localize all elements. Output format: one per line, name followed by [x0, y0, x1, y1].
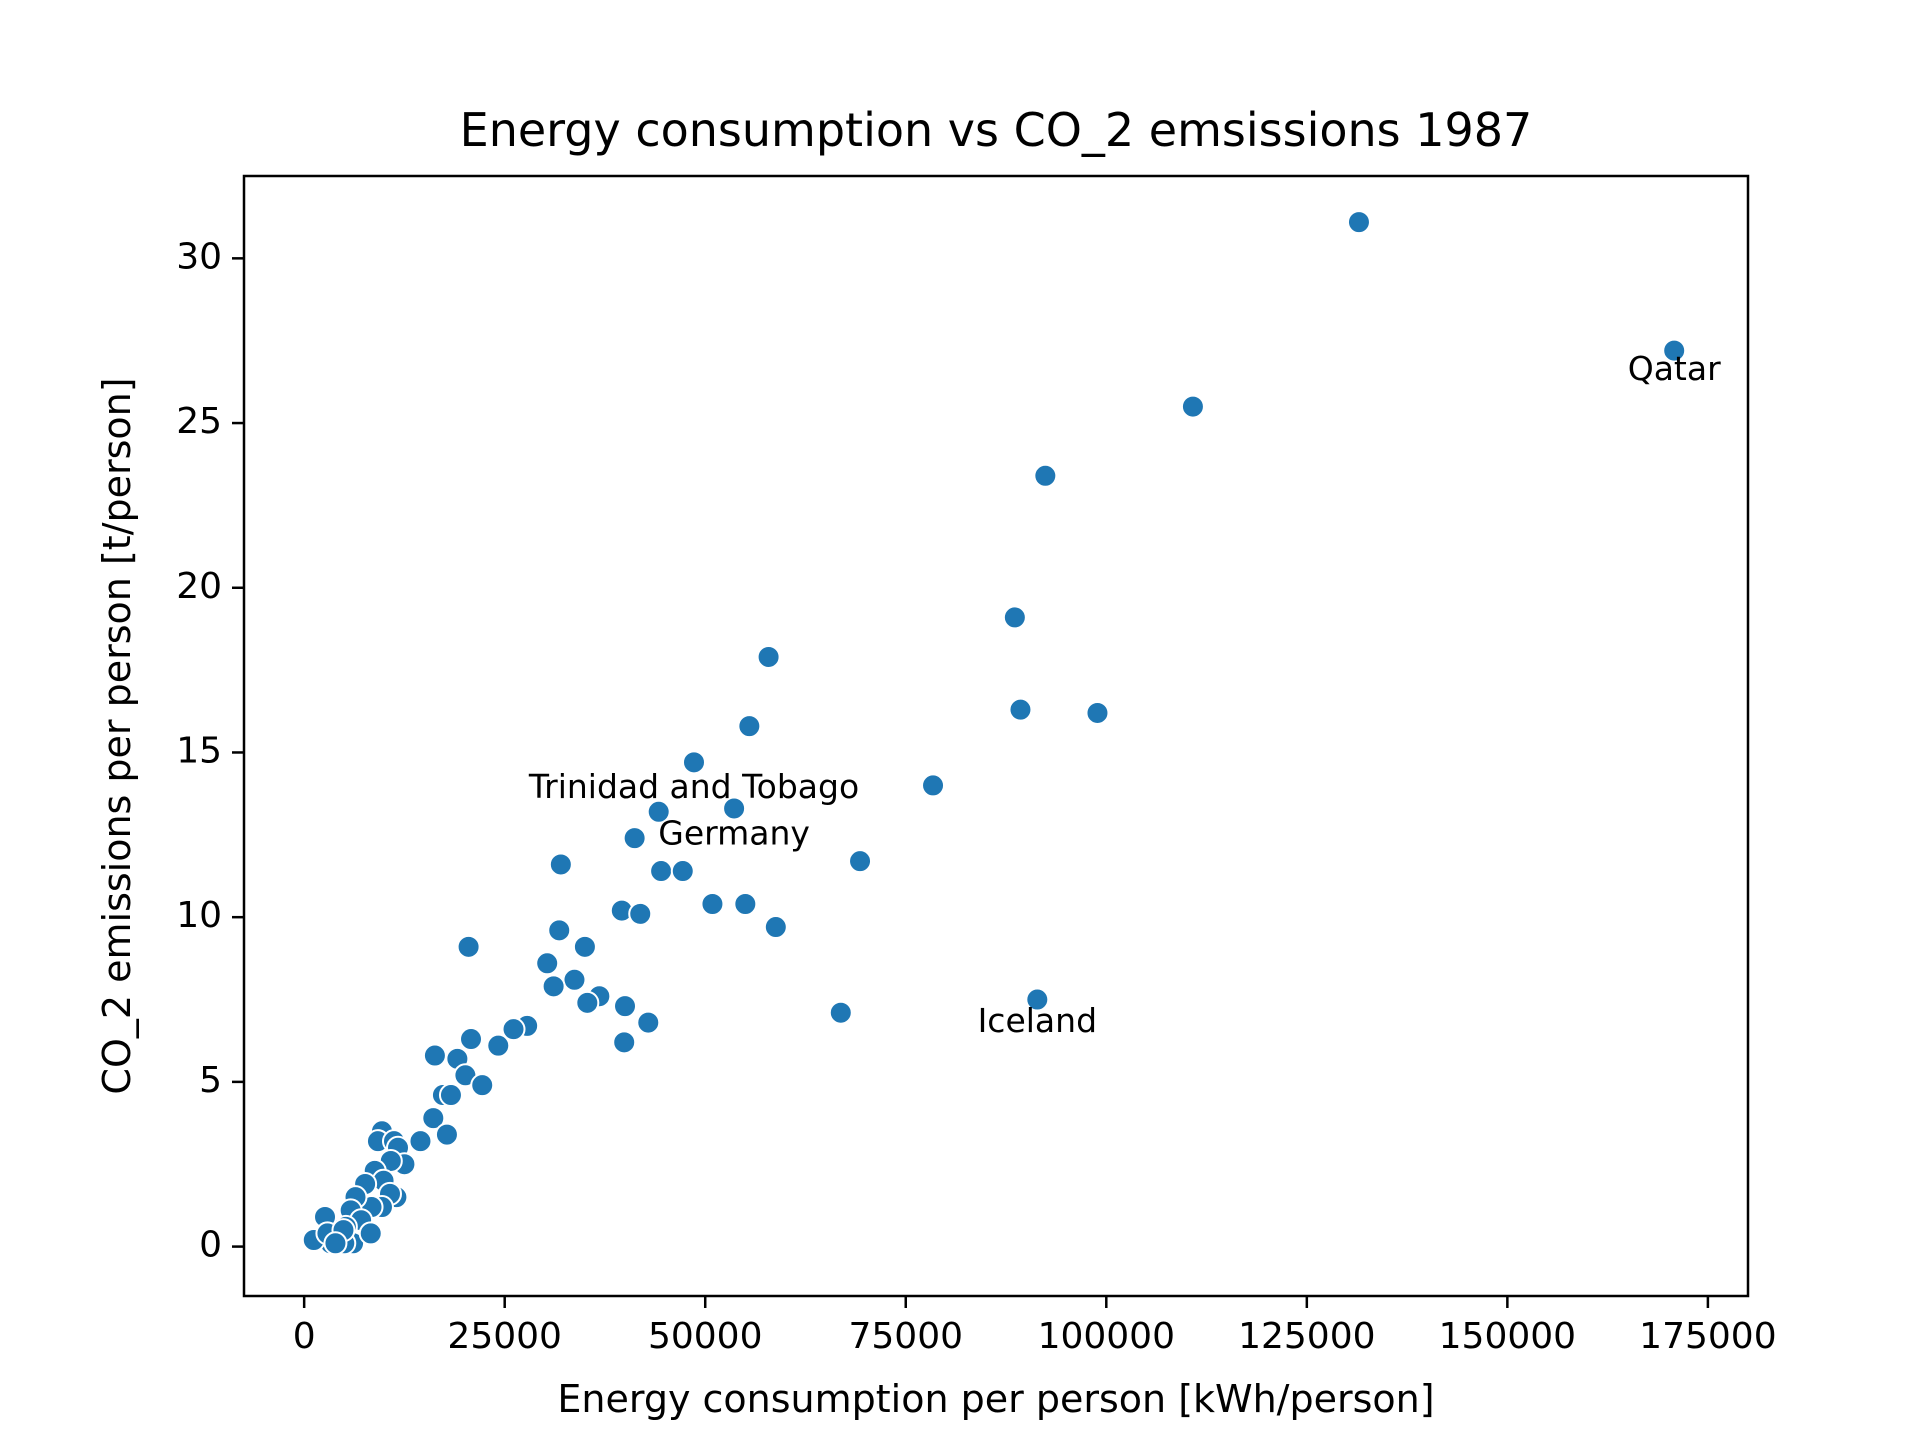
y-tick-label-5: 25	[176, 401, 222, 442]
data-point-11	[646, 799, 671, 824]
x-tick-label-5: 125000	[1238, 1316, 1375, 1357]
x-axis: 0 25000 50000 75000 100000 125000 150000 175000	[293, 1296, 1777, 1357]
data-point-14	[848, 849, 873, 874]
data-point-33	[828, 1000, 853, 1025]
x-axis-label: Energy consumption per person [kWh/perso…	[557, 1377, 1434, 1421]
annotation-1: Trinidad and Tobago	[528, 767, 859, 806]
data-point-10	[921, 773, 946, 798]
data-point-67	[358, 1221, 383, 1246]
x-tick-label-7: 175000	[1639, 1316, 1776, 1357]
data-point-43	[470, 1073, 495, 1098]
data-point-15	[548, 852, 573, 877]
y-axis: 0 5 10 15 20 25 30	[176, 236, 244, 1266]
data-point-25	[572, 934, 597, 959]
data-point-8	[737, 714, 762, 739]
data-point-7	[756, 644, 781, 669]
data-point-12	[722, 796, 747, 821]
data-point-19	[733, 892, 758, 916]
plot-frame	[242, 174, 1750, 1298]
x-tick-label-2: 50000	[648, 1316, 763, 1357]
data-point-34	[636, 1010, 661, 1035]
data-point-9	[681, 750, 706, 775]
data-point-13	[622, 826, 647, 851]
data-point-27	[562, 967, 587, 992]
data-point-23	[547, 918, 572, 943]
annotation-0: Qatar	[1628, 349, 1721, 388]
data-point-2	[1180, 394, 1205, 419]
y-tick-label-3: 15	[176, 730, 222, 771]
y-tick-label-2: 10	[176, 895, 222, 936]
data-point-5	[1008, 697, 1033, 722]
data-point-0	[1346, 210, 1371, 235]
y-tick-label-1: 5	[199, 1060, 222, 1101]
data-point-45	[438, 1083, 463, 1108]
data-point-21	[628, 901, 653, 926]
data-point-1	[1662, 338, 1687, 363]
x-tick-label-6: 150000	[1439, 1316, 1576, 1357]
data-point-32	[1025, 987, 1050, 1012]
annotation-2: Germany	[658, 813, 810, 852]
x-tick-label-1: 25000	[447, 1316, 562, 1357]
annotations-layer: Qatar Trinidad and Tobago Germany Iceland	[528, 349, 1721, 1040]
data-point-4	[1002, 605, 1027, 630]
data-point-17	[670, 859, 695, 884]
data-point-26	[535, 951, 560, 976]
data-point-18	[700, 892, 725, 916]
chart-title: Energy consumption vs CO_2 emsissions 19…	[460, 103, 1533, 157]
y-tick-label-6: 30	[176, 236, 222, 277]
data-point-37	[459, 1027, 484, 1052]
data-point-28	[541, 974, 566, 999]
data-point-22	[763, 915, 788, 940]
data-point-36	[501, 1017, 526, 1042]
data-point-31	[613, 994, 638, 1019]
x-tick-label-0: 0	[293, 1316, 316, 1357]
data-point-6	[1085, 700, 1110, 725]
data-point-77	[323, 1231, 348, 1256]
y-axis-label: CO_2 emissions per person [t/person]	[95, 377, 139, 1094]
data-point-47	[434, 1122, 459, 1147]
annotation-3: Iceland	[978, 1001, 1097, 1040]
data-point-46	[421, 1106, 446, 1131]
data-point-48	[408, 1129, 433, 1154]
x-tick-label-3: 75000	[848, 1316, 963, 1357]
y-tick-label-4: 20	[176, 566, 222, 607]
data-point-3	[1033, 463, 1058, 488]
data-point-16	[649, 859, 674, 884]
points-layer	[301, 210, 1687, 1256]
data-point-30	[575, 990, 600, 1015]
data-point-24	[456, 934, 481, 959]
y-tick-label-0: 0	[199, 1225, 222, 1266]
data-point-39	[612, 1030, 637, 1055]
data-point-38	[486, 1033, 511, 1058]
data-point-40	[422, 1043, 447, 1068]
x-tick-label-4: 100000	[1038, 1316, 1175, 1357]
